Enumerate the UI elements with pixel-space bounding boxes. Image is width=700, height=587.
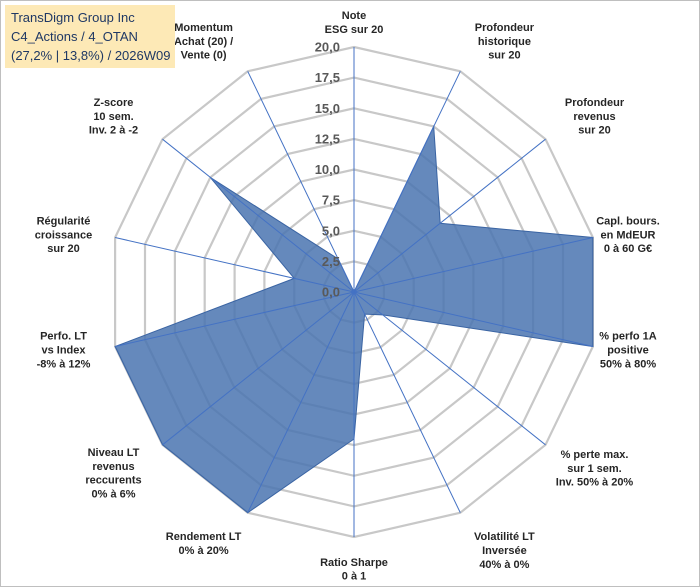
- axis-label: Niveau LT: [88, 447, 140, 459]
- company-name: TransDigm Group Inc: [11, 10, 135, 25]
- tick-label: 15,0: [315, 101, 340, 116]
- axis-label: 0 à 1: [342, 571, 366, 583]
- axis-label: 0% à 6%: [91, 488, 135, 500]
- spoke-line: [353, 291, 594, 347]
- axis-label: historique: [478, 36, 531, 48]
- tick-label-layer: 0,0 2,5 5,0 7,5 10,0 12,5 15,0 17,5 20,0: [315, 40, 340, 300]
- axis-label: 50% à 80%: [600, 358, 656, 370]
- axis-label: Profondeur: [475, 22, 535, 34]
- axis-label: % perte max.: [561, 449, 629, 461]
- spoke-layer: [114, 47, 594, 537]
- axis-label: en MdEUR: [601, 229, 656, 241]
- axis-label: Note: [342, 10, 366, 22]
- axis-label: Capl. bours.: [596, 216, 660, 228]
- spoke-line: [353, 291, 546, 446]
- spoke-line: [114, 237, 355, 293]
- axis-label: revenus: [92, 461, 134, 473]
- spoke-line: [353, 71, 461, 293]
- axis-label: sur 20: [578, 125, 610, 137]
- axis-label: Inv. 2 à -2: [89, 125, 138, 137]
- spoke-line: [353, 291, 461, 513]
- axis-label: Inv. 50% à 20%: [556, 477, 634, 489]
- spoke-line: [247, 71, 355, 293]
- spoke-line: [162, 291, 355, 446]
- axis-label: % perfo 1A: [599, 331, 657, 343]
- axis-label: Achat (20) /: [174, 36, 233, 48]
- axis-label: 0 à 60 G€: [604, 243, 652, 255]
- axis-label: vs Index: [41, 345, 86, 357]
- tick-label: 0,0: [322, 285, 340, 300]
- tick-label: 10,0: [315, 162, 340, 177]
- axis-label: revenus: [573, 111, 615, 123]
- axis-label: croissance: [35, 229, 92, 241]
- axis-label: reccurents: [85, 475, 141, 487]
- axis-label: Volatilité LT: [474, 531, 535, 543]
- tick-label: 20,0: [315, 40, 340, 55]
- stats-line: (27,2% | 13,8%) / 2026W09: [11, 48, 171, 63]
- axis-label: Z-score: [94, 97, 134, 109]
- axis-label: 40% à 0%: [479, 559, 529, 571]
- tick-label: 2,5: [322, 254, 340, 269]
- axis-label: Momentum: [174, 22, 233, 34]
- axis-label: Inversée: [482, 545, 527, 557]
- axis-label: Vente (0): [181, 50, 227, 62]
- axis-label: sur 20: [47, 243, 79, 255]
- axis-label: sur 1 sem.: [567, 463, 621, 475]
- spoke-line: [353, 237, 594, 293]
- axis-label: Perfo. LT: [40, 331, 87, 343]
- axis-label: Profondeur: [565, 97, 625, 109]
- spoke-line: [114, 291, 355, 347]
- axis-label: 10 sem.: [93, 111, 133, 123]
- tick-label: 7,5: [322, 193, 340, 208]
- tick-label: 5,0: [322, 223, 340, 238]
- axis-label: positive: [607, 345, 649, 357]
- axis-label: Rendement LT: [166, 531, 242, 543]
- axis-label: sur 20: [488, 50, 520, 62]
- category-line: C4_Actions / 4_OTAN: [11, 29, 138, 44]
- axis-label-layer: Note ESG sur 20 Profondeur historique sur 20…: [35, 10, 660, 582]
- spoke-line: [353, 138, 546, 293]
- axis-label: 0% à 20%: [179, 545, 229, 557]
- axis-label: Régularité: [37, 216, 91, 228]
- axis-label: ESG sur 20: [325, 24, 384, 36]
- spoke-line: [162, 138, 355, 293]
- info-box: TransDigm Group Inc C4_Actions / 4_OTAN …: [5, 5, 175, 68]
- spoke-line: [247, 291, 355, 513]
- axis-label: -8% à 12%: [37, 358, 91, 370]
- axis-label: Ratio Sharpe: [320, 557, 388, 569]
- tick-label: 17,5: [315, 70, 340, 85]
- tick-label: 12,5: [315, 131, 340, 146]
